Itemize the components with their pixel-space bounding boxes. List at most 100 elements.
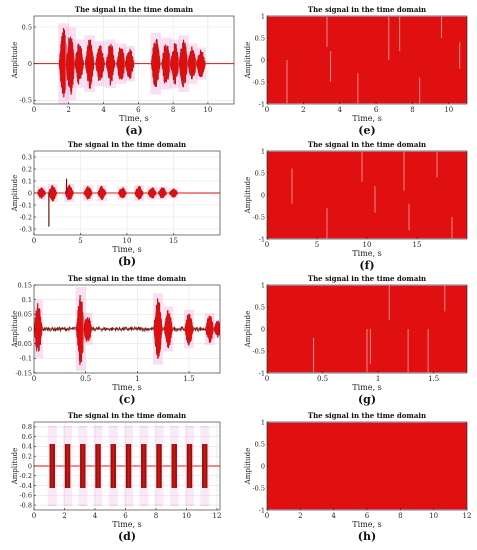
y-tick-label: -0.2 xyxy=(19,472,32,480)
x-tick-label: 5 xyxy=(315,241,319,249)
y-tick-label: 0.6 xyxy=(22,433,32,441)
y-tick-label: -1 xyxy=(259,369,265,377)
signal-burst xyxy=(96,185,107,201)
signal-band xyxy=(267,16,467,104)
signal-block xyxy=(78,425,88,507)
y-tick-label: -1 xyxy=(259,100,265,108)
x-tick-label: 2 xyxy=(298,512,302,520)
y-tick-label: 0.1 xyxy=(22,177,32,185)
x-tick-label: 0 xyxy=(32,106,36,114)
y-tick-label: -0.8 xyxy=(19,501,32,509)
y-tick-label: -0.3 xyxy=(19,225,32,233)
y-tick-label: -0.5 xyxy=(252,213,265,221)
x-tick-label: 5 xyxy=(78,237,82,245)
panel-h: 0 2 4 6 8 10 12 -1 -0.5 0 0.5 1 The signal in the ti… xyxy=(244,411,471,543)
signal-burst xyxy=(147,186,158,200)
signal-block xyxy=(200,425,210,507)
x-axis-label: Time, s xyxy=(112,383,141,392)
y-tick-label: -0.6 xyxy=(19,492,32,500)
y-axis-label: Amplitude xyxy=(244,448,252,486)
y-tick-label: 0.5 xyxy=(255,440,265,448)
x-axis-label: Time, s xyxy=(352,114,381,123)
signal-burst xyxy=(65,27,76,100)
y-tick-label: -0.2 xyxy=(19,213,32,221)
x-tick-label: 1 xyxy=(376,375,380,383)
signal-burst xyxy=(160,37,172,90)
panel-label: (e) xyxy=(358,124,375,137)
y-tick-label: 0.2 xyxy=(22,453,32,461)
panel-e: 0 2 4 6 8 10 -1 -0.5 0 0.5 1 The signal in the time… xyxy=(244,5,468,137)
signal-d xyxy=(34,425,220,507)
y-tick-label: 0 xyxy=(28,60,32,68)
signal-b xyxy=(34,178,220,227)
panel-g: 0 0.5 1 1.5 -1 -0.5 0 0.5 1 The signal in the tim… xyxy=(244,274,468,406)
x-tick-label: 0 xyxy=(32,375,36,383)
x-tick-label: 0 xyxy=(32,237,36,245)
y-tick-label: 0.4 xyxy=(22,443,32,451)
x-tick-label: 6 xyxy=(136,106,141,114)
y-tick-label: 1 xyxy=(261,12,265,20)
signal-c xyxy=(34,287,220,371)
panel-d: 0 2 4 6 8 10 12-0.8-0.6-0.4-0.200.20.40.60.8Th… xyxy=(11,411,221,543)
y-axis-label: Amplitude xyxy=(244,177,252,215)
chart-title: The signal in the time domain xyxy=(68,140,186,149)
y-tick-label: 0.5 xyxy=(22,23,32,31)
y-tick-label: -0.5 xyxy=(252,484,265,492)
x-tick-label: 10 xyxy=(123,237,132,245)
signal-burst xyxy=(204,312,215,346)
signal-burst xyxy=(105,39,116,88)
signal-block xyxy=(108,425,118,507)
y-tick-label: 0.5 xyxy=(255,34,265,42)
signal-burst xyxy=(213,319,220,339)
y-tick-label: -1 xyxy=(259,235,265,243)
x-tick-label: 2 xyxy=(67,106,71,114)
panel-label: (g) xyxy=(358,393,376,406)
chart-title: The signal in the time domain xyxy=(308,411,426,420)
y-tick-label: -0.1 xyxy=(19,355,32,363)
y-tick-label: 0 xyxy=(28,325,32,333)
x-tick-label: 10 xyxy=(429,512,438,520)
y-axis-label: Amplitude xyxy=(244,42,252,80)
signal-block xyxy=(154,425,164,507)
panel-c: 0 0.5 1 1.5 -0.15 -0.1 -0.05 0 0.05 0.1 0.15 The si… xyxy=(11,274,221,406)
x-tick-label: 6 xyxy=(365,512,370,520)
panel-label: (b) xyxy=(118,255,136,268)
panel-f: 0 5 10 15 -1 -0.5 0 0.5 1 The signal in the time … xyxy=(244,140,468,272)
signal-burst xyxy=(163,306,174,352)
signal-h xyxy=(267,422,467,510)
y-axis-label: Amplitude xyxy=(11,311,19,349)
x-tick-label: 6 xyxy=(374,106,379,114)
panel-label: (d) xyxy=(118,530,136,543)
y-axis-label: Amplitude xyxy=(11,42,19,80)
y-tick-label: 0.5 xyxy=(255,303,265,311)
signal-burst xyxy=(47,183,58,203)
signal-burst xyxy=(34,299,44,359)
x-tick-label: 10 xyxy=(444,106,453,114)
x-tick-label: 8 xyxy=(171,106,175,114)
y-tick-label: 0 xyxy=(28,189,32,197)
signal-burst xyxy=(153,293,163,365)
signal-burst xyxy=(150,33,162,95)
signal-block xyxy=(185,425,195,507)
y-tick-label: 1 xyxy=(261,147,265,155)
signal-burst xyxy=(117,186,128,200)
x-tick-label: 4 xyxy=(101,106,106,114)
x-tick-label: 6 xyxy=(123,512,128,520)
x-tick-label: 1.5 xyxy=(428,375,439,383)
signal-burst xyxy=(195,47,207,80)
signal-burst xyxy=(94,41,106,87)
panel-label: (h) xyxy=(358,530,376,543)
x-tick-label: 0.5 xyxy=(80,375,91,383)
chart-title: The signal in the time domain xyxy=(75,5,193,14)
y-tick-label: -0.5 xyxy=(252,78,265,86)
y-tick-label: -1 xyxy=(259,506,265,514)
signal-burst xyxy=(115,43,127,84)
y-tick-label: 0.05 xyxy=(18,311,32,319)
x-tick-label: 0 xyxy=(265,375,269,383)
y-tick-label: 0 xyxy=(261,56,265,64)
signal-block xyxy=(63,425,73,507)
x-axis-label: Time, s xyxy=(119,114,148,123)
signal-burst xyxy=(178,35,189,92)
x-tick-label: 0 xyxy=(32,512,36,520)
